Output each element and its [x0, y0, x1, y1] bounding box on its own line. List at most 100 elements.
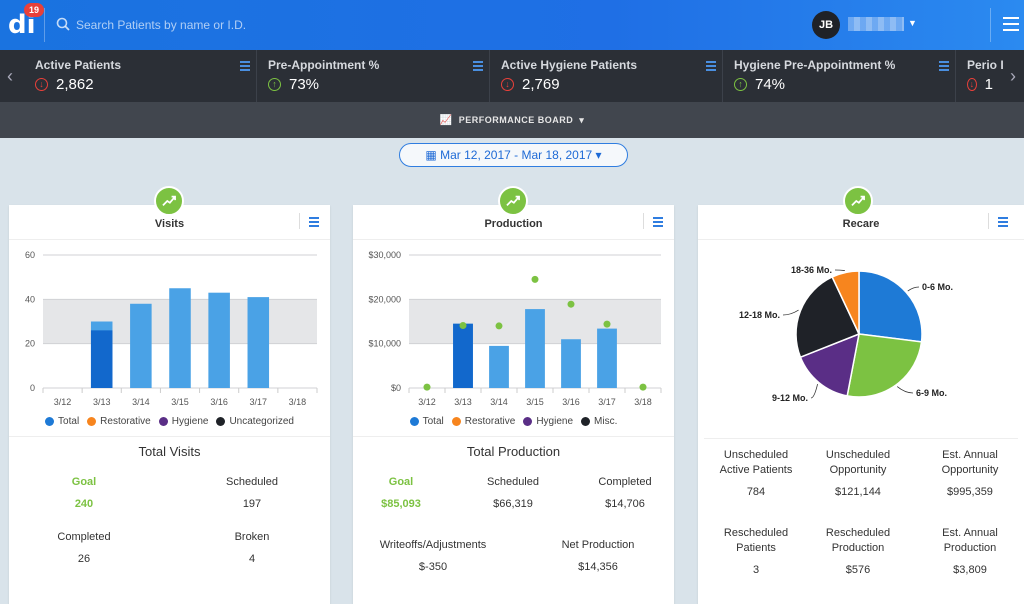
y-tick-label: $20,000	[368, 294, 401, 304]
card-title: Visits	[154, 218, 185, 230]
section-title: Total Production	[466, 444, 561, 459]
stat-value: $14,356	[578, 561, 618, 573]
legend-label: Hygiene	[171, 416, 209, 427]
stat-value: $3,809	[953, 564, 987, 576]
avatar[interactable]: JB	[812, 11, 840, 39]
divider	[353, 239, 674, 240]
chart-legend: Total Restorative Hygiene Uncategorized	[9, 416, 330, 427]
legend-label: Total	[422, 416, 444, 427]
performance-board-bar: 📈 PERFORMANCE BOARD ▾	[0, 102, 1024, 138]
stat-label: Production	[943, 542, 997, 554]
goal-point	[567, 300, 575, 308]
stat-label: Broken	[234, 531, 270, 543]
section-title: Total Visits	[138, 444, 201, 459]
divider	[704, 438, 1018, 439]
stat-label: Writeoffs/Adjustments	[379, 539, 487, 551]
writeoffs-stat: Writeoffs/Adjustments $-350	[358, 539, 508, 573]
hamburger-menu-icon[interactable]	[1003, 17, 1019, 31]
stat-label: Active Patients	[719, 464, 793, 476]
pie-slice	[846, 333, 923, 398]
stat-value: 197	[242, 498, 262, 510]
bar-total	[525, 309, 545, 388]
goal-stat: Goal 240	[34, 476, 134, 510]
stat-label: Unscheduled	[723, 449, 789, 461]
legend-item-restorative[interactable]: Restorative	[451, 416, 515, 427]
pie-label: 18-36 Mo.	[791, 265, 832, 275]
chevron-right-icon[interactable]: ›	[1010, 66, 1016, 86]
pie-label: 12-18 Mo.	[739, 310, 780, 320]
stat-value: $576	[845, 564, 871, 576]
divider	[9, 239, 330, 240]
chevron-down-icon[interactable]: ▼	[908, 18, 917, 28]
broken-stat: Broken 4	[202, 531, 302, 565]
arrow-up-icon: ↑	[268, 78, 281, 91]
arrow-down-icon: ↓	[501, 78, 514, 91]
goal-point	[531, 275, 539, 283]
legend-label: Restorative	[100, 416, 151, 427]
menu-icon[interactable]	[240, 61, 250, 73]
kpi-title: Active Hygiene Patients	[501, 58, 638, 72]
legend-item-restorative[interactable]: Restorative	[87, 416, 151, 427]
menu-icon[interactable]	[998, 217, 1008, 229]
performance-board-label: PERFORMANCE BOARD	[458, 115, 574, 125]
kpi-perio[interactable]: Perio I ↓ 1	[967, 50, 1003, 102]
stat-label: Scheduled	[226, 476, 278, 488]
kpi-value: 1	[984, 76, 993, 93]
x-tick-label: 3/16	[562, 397, 580, 407]
stat-label: Est. Annual	[942, 527, 998, 539]
goal-stat: Goal $85,093	[353, 476, 449, 510]
kpi-title: Pre-Appointment %	[268, 58, 380, 72]
legend-item-total[interactable]: Total	[45, 416, 79, 427]
x-tick-label: 3/13	[454, 397, 472, 407]
menu-icon[interactable]	[706, 61, 716, 73]
x-tick-label: 3/15	[171, 397, 189, 407]
legend-item-hygiene[interactable]: Hygiene	[523, 416, 573, 427]
kpi-active-hygiene-patients[interactable]: Active Hygiene Patients ↓ 2,769	[501, 50, 723, 102]
y-tick-label: $0	[391, 383, 401, 393]
pie-slice	[831, 270, 860, 335]
search-input[interactable]	[76, 14, 476, 36]
unscheduled-active-patients-stat: Unscheduled Active Patients 784	[701, 448, 811, 500]
bar-total	[247, 297, 270, 388]
menu-icon[interactable]	[939, 61, 949, 73]
divider	[698, 239, 1024, 240]
kpi-active-patients[interactable]: Active Patients ↓ 2,862	[35, 50, 257, 102]
x-tick-label: 3/15	[526, 397, 544, 407]
trend-up-icon	[154, 186, 184, 216]
stat-value: $-350	[418, 561, 448, 573]
performance-board-toggle[interactable]: 📈 PERFORMANCE BOARD ▾	[440, 115, 585, 126]
menu-icon[interactable]	[473, 61, 483, 73]
x-tick-label: 3/13	[93, 397, 111, 407]
legend-item-hygiene[interactable]: Hygiene	[158, 416, 209, 427]
divider	[44, 8, 45, 42]
stat-value: $66,319	[493, 498, 533, 510]
notification-badge[interactable]: 19	[24, 3, 44, 17]
user-name-redacted[interactable]	[848, 17, 904, 31]
kpi-pre-appointment[interactable]: Pre-Appointment % ↑ 73%	[268, 50, 490, 102]
legend-item-misc[interactable]: Misc.	[581, 416, 617, 427]
stat-value: 4	[248, 553, 256, 565]
date-range-picker[interactable]: ▦ Mar 12, 2017 - Mar 18, 2017 ▾	[399, 143, 628, 167]
calendar-icon: ▦	[425, 148, 437, 162]
x-tick-label: 3/17	[250, 397, 268, 407]
stat-label: Scheduled	[487, 476, 539, 488]
card-title: Recare	[842, 218, 880, 230]
stat-label: Unscheduled	[825, 449, 891, 461]
x-tick-label: 3/18	[634, 397, 652, 407]
bar-total	[208, 292, 230, 388]
legend-item-uncategorized[interactable]: Uncategorized	[216, 416, 294, 427]
menu-icon[interactable]	[309, 217, 319, 229]
caret-down-icon: ▾	[595, 148, 602, 162]
pie-label-connector	[896, 386, 914, 394]
stat-label: Production	[831, 542, 885, 554]
stat-label: Est. Annual	[942, 449, 998, 461]
pie-label: 9-12 Mo.	[772, 393, 808, 403]
kpi-value: 2,862	[56, 76, 94, 93]
divider	[990, 8, 991, 42]
rescheduled-production-stat: Rescheduled Production $576	[803, 526, 913, 578]
chevron-left-icon[interactable]: ‹	[7, 66, 13, 86]
menu-icon[interactable]	[653, 217, 663, 229]
legend-item-total[interactable]: Total	[409, 416, 444, 427]
bar-total	[169, 288, 191, 388]
kpi-hygiene-pre-appointment[interactable]: Hygiene Pre-Appointment % ↑ 74%	[734, 50, 956, 102]
